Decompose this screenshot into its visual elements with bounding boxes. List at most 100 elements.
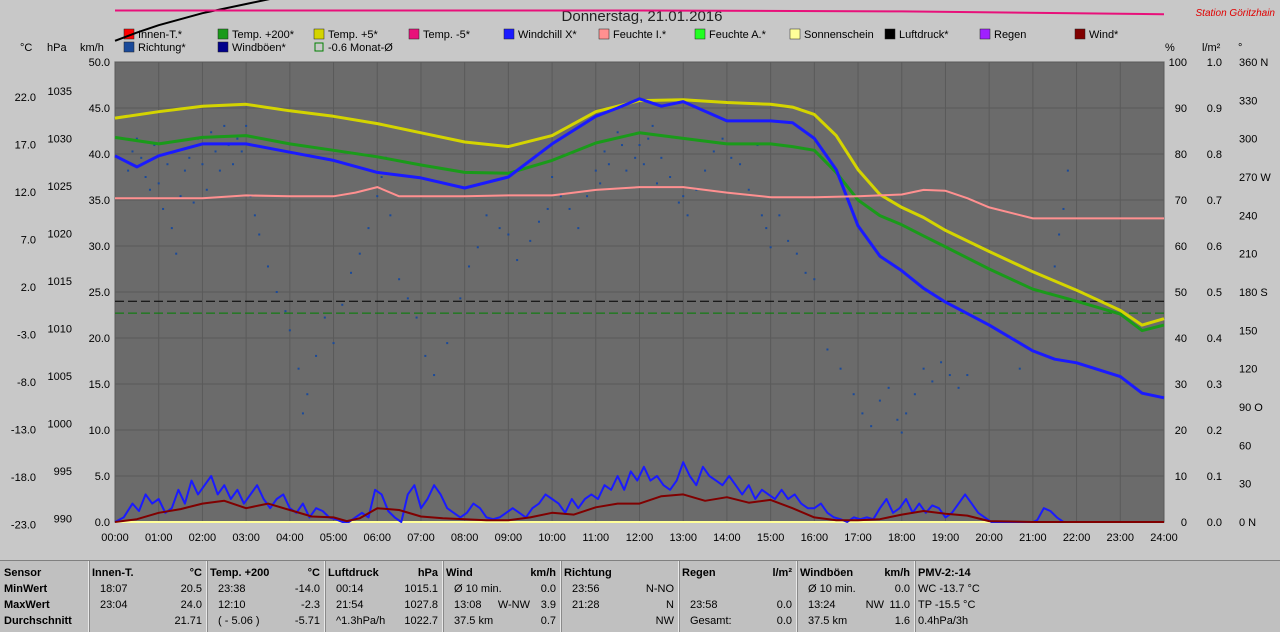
direction-point-118 bbox=[948, 374, 951, 377]
x-tick-17: 17:00 bbox=[844, 532, 872, 544]
direction-point-62 bbox=[529, 239, 532, 242]
table-cell: 1.6 bbox=[894, 615, 910, 627]
legend-swatch-temp-5 bbox=[408, 28, 420, 40]
table-cell: 0.4hPa/3h bbox=[918, 615, 969, 627]
direction-point-7 bbox=[157, 182, 160, 185]
hpa-tick-6: 1005 bbox=[48, 371, 72, 383]
sensor-label-column: Sensor MinWert MaxWert Durchschnitt bbox=[0, 561, 89, 632]
direction-point-26 bbox=[240, 150, 243, 153]
table-cell: 21.71 bbox=[174, 615, 202, 627]
direction-point-73 bbox=[607, 163, 610, 166]
percent-tick-0: 100 bbox=[1169, 57, 1187, 69]
direction-point-99 bbox=[778, 214, 781, 217]
direction-point-88 bbox=[695, 188, 698, 191]
table-cell: NW bbox=[655, 615, 674, 627]
column-title: PMV-2:-14 bbox=[918, 567, 971, 579]
station-name: Station Göritzhain bbox=[1196, 8, 1276, 19]
x-tick-19: 19:00 bbox=[932, 532, 960, 544]
direction-point-120 bbox=[966, 374, 969, 377]
column-regen: Regen l/m² 23:58 0.0 Gesamt: 0.0 bbox=[678, 561, 797, 632]
percent-tick-2: 80 bbox=[1175, 149, 1187, 161]
direction-point-107 bbox=[861, 412, 864, 415]
direction-point-52 bbox=[424, 354, 427, 357]
x-tick-8: 08:00 bbox=[451, 532, 479, 544]
table-row: Ø 10 min. 0.0 bbox=[800, 581, 910, 597]
axes: 00:00 01:00 02:00 03:00 04:00 05:00 06:00 07:00… bbox=[11, 57, 1271, 544]
direction-point-21 bbox=[218, 169, 221, 172]
legend-swatch-windchill-x bbox=[503, 28, 515, 40]
row-label-min: MinWert bbox=[4, 583, 48, 595]
table-row: 13:24 NW 11.0 bbox=[800, 597, 910, 613]
direction-point-20 bbox=[214, 150, 217, 153]
x-tick-16: 16:00 bbox=[801, 532, 829, 544]
degree-tick-6: 180 S bbox=[1239, 287, 1268, 299]
series-line-temp-200 bbox=[114, 131, 1165, 333]
table-cell: 37.5 km bbox=[454, 615, 494, 627]
x-tick-9: 09:00 bbox=[495, 532, 523, 544]
direction-point-4 bbox=[144, 176, 147, 178]
rain-tick-10: 0.0 bbox=[1207, 517, 1222, 529]
legend-label-regen: Regen bbox=[994, 29, 1026, 41]
direction-point-24 bbox=[232, 163, 235, 166]
table-cell: 23:58 bbox=[690, 599, 718, 611]
table-row: 21:54 1027.8 bbox=[328, 597, 438, 613]
legend-swatch-sonnenschein bbox=[789, 28, 801, 40]
rain-tick-4: 0.6 bbox=[1207, 241, 1222, 253]
x-tick-23: 23:00 bbox=[1107, 532, 1135, 544]
direction-point-18 bbox=[205, 188, 208, 191]
direction-point-106 bbox=[852, 393, 855, 396]
degree-tick-9: 90 O bbox=[1239, 402, 1263, 414]
table-row: 0.4hPa/3h bbox=[918, 613, 1276, 629]
column-title: Luftdruck bbox=[328, 567, 379, 579]
direction-point-78 bbox=[638, 144, 641, 147]
legend-label-temp-5: Temp. +5* bbox=[328, 29, 379, 41]
table-cell: ^1.3hPa/h bbox=[336, 615, 386, 627]
direction-point-66 bbox=[559, 195, 562, 198]
table-row: Ø 10 min. 0.0 bbox=[446, 581, 556, 597]
x-tick-20: 20:00 bbox=[975, 532, 1003, 544]
chart-title: Donnerstag, 21.01.2016 bbox=[562, 8, 723, 25]
legend-swatch-feuchte-i bbox=[598, 28, 610, 40]
direction-point-109 bbox=[878, 399, 881, 402]
percent-tick-1: 90 bbox=[1175, 103, 1187, 115]
celsius-tick-6: -8.0 bbox=[17, 377, 36, 389]
table-cell: 24.0 bbox=[180, 599, 202, 611]
direction-point-65 bbox=[551, 176, 554, 178]
direction-point-76 bbox=[625, 169, 628, 172]
direction-point-6 bbox=[153, 144, 156, 147]
legend-label-feuchte-a: Feuchte A.* bbox=[709, 29, 767, 41]
table-cell: 11.0 bbox=[889, 599, 910, 611]
direction-point-83 bbox=[660, 156, 663, 159]
column-header: Regen l/m² bbox=[682, 565, 792, 581]
table-cell: -5.71 bbox=[294, 615, 320, 627]
x-tick-18: 18:00 bbox=[888, 532, 916, 544]
table-row: 18:07 20.5 bbox=[92, 581, 202, 597]
direction-point-51 bbox=[415, 316, 418, 319]
direction-point-102 bbox=[804, 271, 807, 274]
rain-tick-6: 0.4 bbox=[1207, 333, 1222, 345]
table-cell: W-NW bbox=[497, 599, 530, 611]
direction-point-111 bbox=[896, 418, 899, 421]
table-cell: NW bbox=[865, 599, 884, 611]
direction-point-48 bbox=[389, 214, 392, 217]
x-tick-11: 11:00 bbox=[582, 532, 609, 544]
direction-point-114 bbox=[913, 393, 916, 396]
hpa-tick-3: 1020 bbox=[48, 229, 72, 241]
direction-point-86 bbox=[682, 195, 685, 198]
x-tick-15: 15:00 bbox=[757, 532, 785, 544]
direction-point-46 bbox=[380, 176, 383, 178]
direction-point-29 bbox=[253, 214, 256, 217]
column-unit: km/h bbox=[884, 567, 910, 579]
table-row: TP -15.5 °C bbox=[918, 597, 1276, 613]
kmh-tick-9: 5.0 bbox=[95, 471, 110, 483]
column-title: Windböen bbox=[800, 567, 854, 579]
degree-tick-8: 120 bbox=[1239, 364, 1257, 376]
column-title: Temp. +200 bbox=[210, 567, 270, 579]
table-row: 00:14 1015.1 bbox=[328, 581, 438, 597]
direction-point-31 bbox=[266, 265, 269, 268]
x-tick-2: 02:00 bbox=[189, 532, 217, 544]
direction-point-17 bbox=[201, 163, 204, 166]
direction-point-14 bbox=[188, 156, 191, 159]
direction-point-68 bbox=[577, 227, 580, 230]
direction-point-98 bbox=[769, 246, 772, 249]
